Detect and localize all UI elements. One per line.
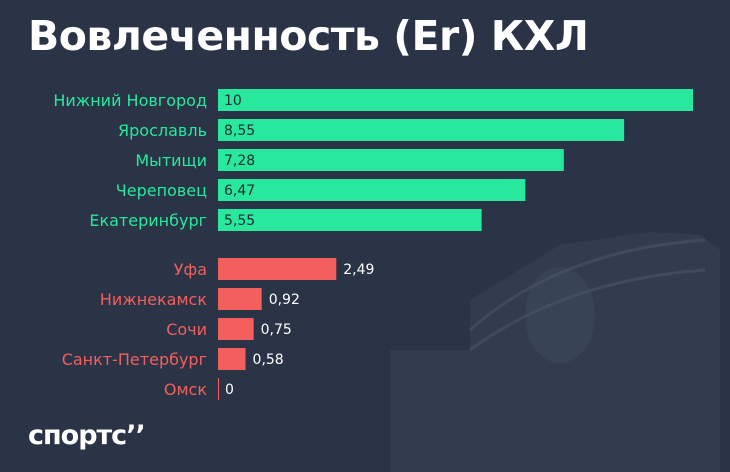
value-label: 0,92 <box>269 292 300 308</box>
value-label: 8,55 <box>224 123 255 139</box>
bar <box>218 348 246 370</box>
value-label: 10 <box>224 93 242 109</box>
category-label: Нижнекамск <box>100 290 207 309</box>
value-label: 5,55 <box>224 213 255 229</box>
category-label: Мытищи <box>135 151 207 170</box>
value-label: 2,49 <box>343 262 374 278</box>
category-label: Омск <box>164 380 207 399</box>
sports-logo: спортс’’ <box>28 420 146 451</box>
bar <box>218 149 564 171</box>
bar <box>218 318 254 340</box>
category-label: Уфа <box>174 260 207 279</box>
bar <box>218 258 337 280</box>
value-label: 0,58 <box>253 352 284 368</box>
category-label: Сочи <box>166 320 207 339</box>
value-label: 0,75 <box>261 322 292 338</box>
value-label: 6,47 <box>224 183 255 199</box>
bar <box>218 89 693 111</box>
bar <box>218 209 482 231</box>
bar <box>218 288 262 310</box>
category-label: Нижний Новгород <box>53 91 207 110</box>
category-label: Ярославль <box>118 121 207 140</box>
bar <box>218 119 625 141</box>
category-label: Череповец <box>116 181 207 200</box>
category-label: Санкт-Петербург <box>62 350 207 369</box>
chart-title: Вовлеченность (Er) КХЛ <box>28 12 589 60</box>
bar <box>218 179 526 201</box>
value-label: 7,28 <box>224 153 255 169</box>
category-label: Екатеринбург <box>89 211 207 230</box>
value-label: 0 <box>225 382 234 398</box>
